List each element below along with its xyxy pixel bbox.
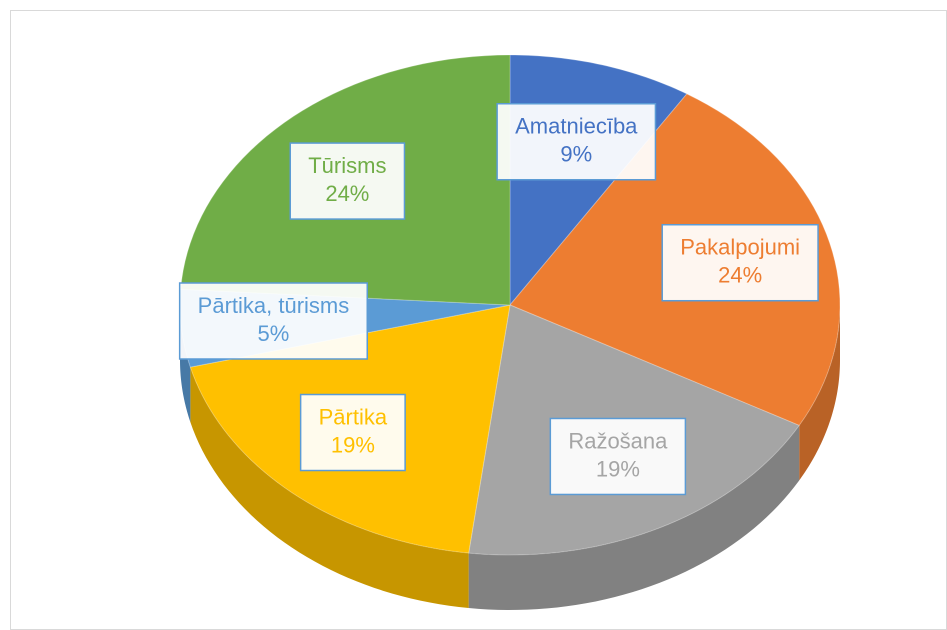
label-value: 24% <box>718 263 762 288</box>
label-value: 19% <box>596 456 640 481</box>
label-name: Pakalpojumi <box>680 235 800 260</box>
slice-side <box>190 367 469 609</box>
label-name: Tūrisms <box>308 153 386 178</box>
data-label: Pārtika 19% <box>299 393 406 472</box>
label-box <box>661 223 819 302</box>
label-name: Pārtika <box>319 404 388 429</box>
label-box <box>178 282 369 360</box>
label-value: 24% <box>325 181 369 206</box>
label-box <box>549 417 687 496</box>
data-label: Pakalpojumi 24% <box>661 223 819 302</box>
label-value: 19% <box>331 432 375 457</box>
label-box <box>299 393 406 472</box>
data-label: Ražošana 19% <box>549 417 687 496</box>
slice-side <box>799 305 840 481</box>
slice-side <box>180 305 191 423</box>
label-box <box>496 103 657 181</box>
data-label: Amatniecība 9% <box>496 103 657 181</box>
label-name: Pārtika, tūrisms <box>198 293 350 318</box>
label-value: 5% <box>258 321 290 346</box>
label-name: Ražošana <box>568 428 668 453</box>
label-value: 9% <box>560 142 592 167</box>
label-box <box>289 142 406 220</box>
data-label: Tūrisms 24% <box>289 142 406 220</box>
data-label: Pārtika, tūrisms 5% <box>178 282 369 360</box>
label-name: Amatniecība <box>515 114 638 139</box>
slice-side <box>468 425 800 610</box>
